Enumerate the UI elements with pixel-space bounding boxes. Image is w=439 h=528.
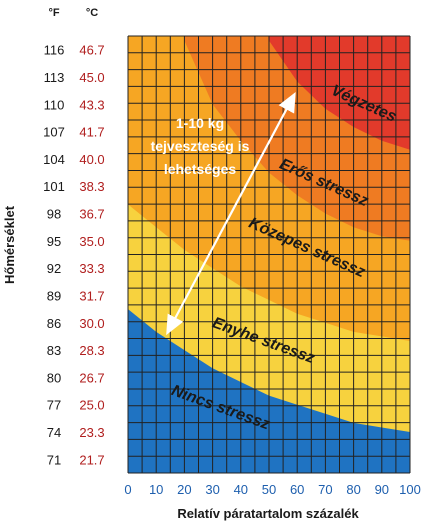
celsius-unit-label: °C xyxy=(86,7,98,19)
y-tick-celsius: 21.7 xyxy=(79,452,104,467)
y-tick-celsius: 23.3 xyxy=(79,425,104,440)
y-tick-labels: 116 46.7 113 45.0 110 43.3 107 41.7 104 40.0 101 38… xyxy=(43,43,105,468)
y-tick-celsius: 43.3 xyxy=(79,97,104,112)
milk-loss-arrow xyxy=(166,91,296,336)
y-tick-celsius: 31.7 xyxy=(79,288,104,303)
y-tick-fahrenheit: 83 xyxy=(47,343,61,358)
y-tick-celsius: 28.3 xyxy=(79,343,104,358)
y-tick-fahrenheit: 104 xyxy=(43,152,65,167)
x-tick-labels: 0 10 20 30 40 50 60 70 80 90 100 xyxy=(124,482,420,497)
x-tick-label: 100 xyxy=(399,482,421,497)
y-tick-fahrenheit: 77 xyxy=(47,398,61,413)
x-tick-label: 50 xyxy=(262,482,276,497)
y-axis-title: Hőmérséklet xyxy=(2,205,17,284)
y-tick-celsius: 45.0 xyxy=(79,70,104,85)
x-tick-label: 60 xyxy=(290,482,304,497)
y-tick-fahrenheit: 107 xyxy=(43,125,65,140)
x-tick-label: 90 xyxy=(375,482,389,497)
milk-loss-annotation: 1-10 kg tejveszteség is lehetséges xyxy=(151,91,296,336)
x-tick-label: 40 xyxy=(234,482,248,497)
milk-loss-note-line: 1-10 kg xyxy=(176,115,224,131)
y-tick-celsius: 46.7 xyxy=(79,43,104,58)
y-tick-fahrenheit: 95 xyxy=(47,234,61,249)
y-tick-fahrenheit: 116 xyxy=(44,43,65,58)
y-tick-celsius: 35.0 xyxy=(79,234,104,249)
x-tick-label: 0 xyxy=(124,482,131,497)
y-tick-fahrenheit: 98 xyxy=(47,207,61,222)
x-tick-label: 80 xyxy=(346,482,360,497)
y-tick-fahrenheit: 89 xyxy=(47,288,61,303)
fahrenheit-unit-label: °F xyxy=(48,7,59,19)
y-tick-celsius: 40.0 xyxy=(79,152,104,167)
y-tick-celsius: 33.3 xyxy=(79,261,104,276)
x-tick-label: 70 xyxy=(318,482,332,497)
y-tick-fahrenheit: 80 xyxy=(47,370,61,385)
y-tick-celsius: 38.3 xyxy=(79,179,104,194)
y-tick-fahrenheit: 71 xyxy=(47,452,61,467)
milk-loss-note-line: tejveszteség is xyxy=(151,138,250,154)
y-tick-celsius: 25.0 xyxy=(79,398,104,413)
y-tick-celsius: 41.7 xyxy=(79,125,104,140)
y-tick-celsius: 30.0 xyxy=(79,316,104,331)
y-tick-fahrenheit: 86 xyxy=(47,316,61,331)
y-tick-fahrenheit: 113 xyxy=(44,70,65,85)
y-tick-fahrenheit: 92 xyxy=(47,261,61,276)
y-tick-celsius: 26.7 xyxy=(79,370,104,385)
y-tick-fahrenheit: 74 xyxy=(47,425,61,440)
y-tick-fahrenheit: 110 xyxy=(44,97,65,112)
x-tick-label: 30 xyxy=(205,482,219,497)
milk-loss-note-line: lehetséges xyxy=(164,161,237,177)
y-tick-fahrenheit: 101 xyxy=(43,179,65,194)
x-tick-label: 20 xyxy=(177,482,191,497)
y-tick-celsius: 36.7 xyxy=(79,207,104,222)
x-tick-label: 10 xyxy=(149,482,163,497)
x-axis-title: Relatív páratartalom százalék xyxy=(177,506,359,521)
